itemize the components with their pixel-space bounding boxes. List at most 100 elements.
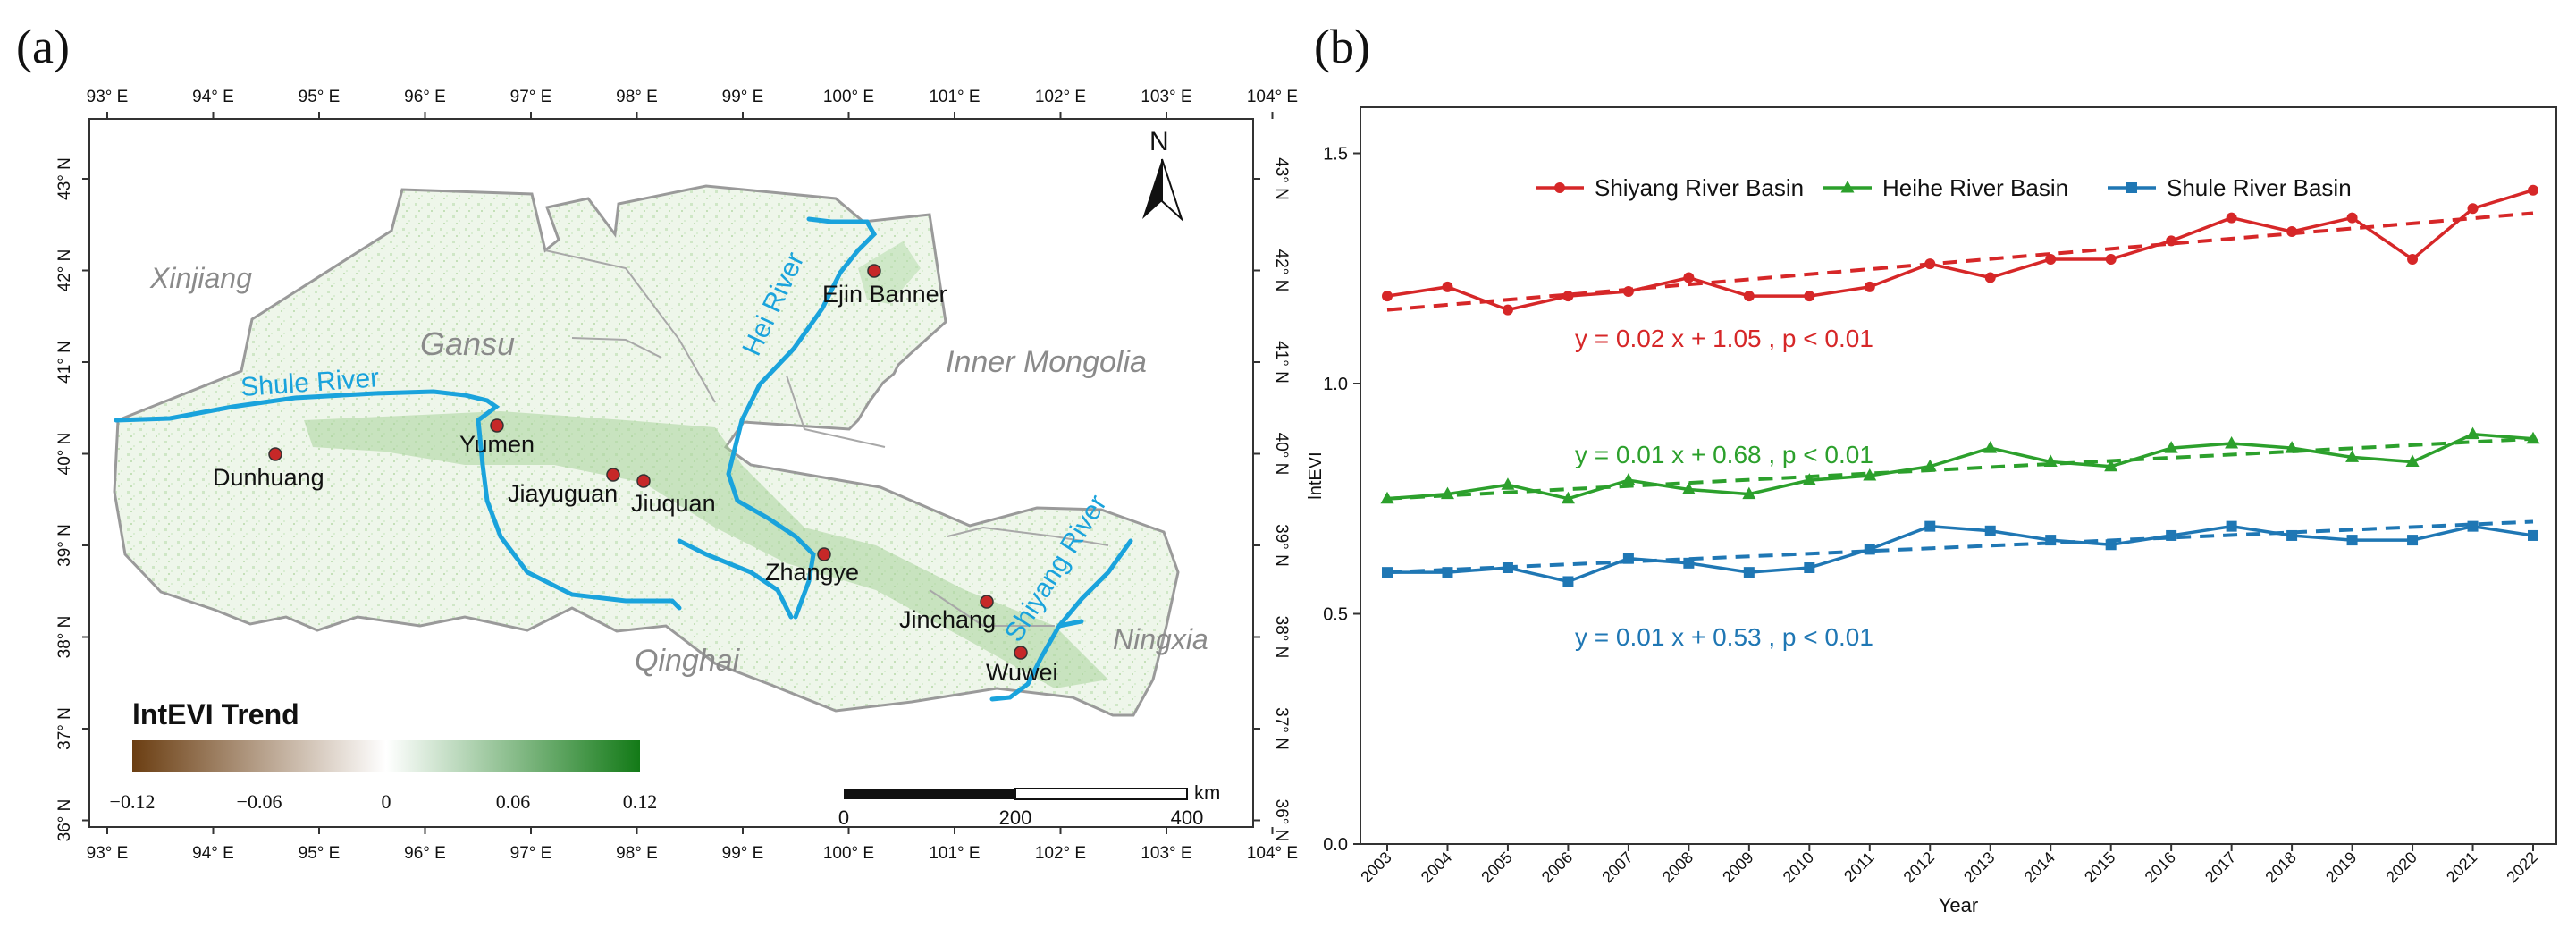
data-point	[1681, 482, 1696, 494]
scale-bar-tick-200: 200	[999, 806, 1032, 829]
panel-a-label: (a)	[16, 20, 70, 73]
x-axis-label: Year	[1939, 894, 1978, 916]
scale-bar-white	[1014, 788, 1188, 800]
data-point	[2467, 203, 2479, 215]
city-label-wuwei: Wuwei	[986, 659, 1058, 686]
region-label-gansu: Gansu	[420, 325, 515, 362]
legend-entry: Shiyang River Basin	[1595, 174, 1804, 201]
data-point	[1683, 557, 1695, 569]
city-marker	[636, 474, 651, 488]
lon-tick-label-top: 93° E	[87, 88, 129, 106]
legend-swatch-marker	[1554, 182, 1565, 193]
scale-bar-unit: km	[1194, 781, 1220, 804]
city-marker	[867, 264, 881, 278]
scale-bar-tick-0: 0	[838, 806, 849, 829]
x-tick-label: 2012	[1900, 848, 1938, 886]
lon-tick-label-top: 104° E	[1247, 88, 1298, 106]
series-triangle	[1380, 426, 2540, 504]
data-point	[2346, 212, 2358, 224]
y-tick-label: 0.5	[1323, 605, 1348, 625]
x-tick-label: 2006	[1538, 848, 1576, 886]
lon-tick-label-bottom: 102° E	[1035, 844, 1086, 863]
city-jinchang: Jinchang	[899, 595, 996, 633]
x-tick-label: 2007	[1598, 848, 1636, 886]
city-dunhuang: Dunhuang	[213, 447, 324, 491]
lon-tick-label-top: 94° E	[192, 88, 234, 106]
city-marker	[980, 595, 994, 609]
city-marker	[490, 418, 504, 433]
legend-tick-label: −0.12	[110, 790, 156, 813]
data-point	[1924, 520, 1936, 532]
data-point	[2226, 520, 2237, 532]
x-tick-label: 2016	[2142, 848, 2179, 886]
data-point	[1501, 477, 1515, 490]
legend-tick-label: 0.12	[623, 790, 658, 813]
x-tick-label: 2004	[1418, 848, 1455, 886]
city-jiuquan: Jiuquan	[631, 474, 716, 517]
data-point	[2407, 535, 2419, 546]
city-yumen: Yumen	[459, 418, 535, 458]
lon-tick-label-top: 95° E	[299, 88, 341, 106]
data-point	[1923, 459, 1937, 472]
legend-entry: Shule River Basin	[2167, 174, 2352, 201]
x-tick-label: 2019	[2322, 848, 2360, 886]
data-point	[2045, 535, 2057, 546]
legend-tick-group: −0.12 −0.06 0 0.06 0.12	[110, 790, 658, 813]
data-point	[2164, 441, 2178, 453]
data-point	[1683, 272, 1695, 283]
equation-layer: y = 0.02 x + 1.05 , p < 0.01 y = 0.01 x +…	[1575, 325, 1873, 651]
x-tick-label: 2018	[2261, 848, 2299, 886]
data-point	[2346, 535, 2358, 546]
x-tick-label: 2009	[1719, 848, 1756, 886]
data-point	[1442, 567, 1453, 578]
data-point	[1561, 491, 1575, 504]
series-line	[1386, 432, 2534, 501]
data-point	[2105, 253, 2117, 265]
lat-tick-label-right: 41° N	[1272, 341, 1291, 384]
chart-legend: Shiyang River Basin Heihe River Basin Shul…	[1536, 174, 2352, 201]
trend-line	[1386, 436, 2534, 501]
y-axis: 0.0 0.5 1.0 1.5	[1323, 145, 1360, 855]
series-square	[1382, 519, 2538, 587]
legend-swatch-marker	[2126, 182, 2137, 193]
data-point	[1984, 525, 1996, 536]
data-point	[1382, 291, 1393, 302]
y-axis-label: lntEVI	[1306, 452, 1326, 499]
data-point	[1864, 281, 1875, 292]
lat-tick-label-right: 40° N	[1272, 433, 1291, 476]
city-marker	[606, 468, 620, 482]
x-tick-label: 2003	[1357, 848, 1394, 886]
data-point	[2225, 435, 2239, 449]
data-point	[2526, 431, 2540, 444]
x-tick-label: 2005	[1477, 848, 1515, 886]
north-arrow: N	[1142, 127, 1184, 223]
lon-tick-label-top: 98° E	[616, 88, 658, 106]
data-point	[2466, 426, 2480, 440]
city-marker	[1014, 646, 1028, 660]
city-zhangye: Zhangye	[765, 547, 859, 586]
series-line	[1386, 189, 2534, 312]
lat-tick-label-right: 39° N	[1272, 524, 1291, 567]
lat-tick-label-left: 39° N	[55, 524, 74, 567]
lon-tick-label-bottom: 94° E	[192, 844, 234, 863]
data-point	[1622, 553, 1634, 564]
lon-tick-label-top: 97° E	[510, 88, 552, 106]
data-point	[1984, 272, 1996, 283]
lon-tick-label-bottom: 97° E	[510, 844, 552, 863]
lat-tick-label-right: 37° N	[1272, 707, 1291, 750]
data-point	[1804, 291, 1815, 302]
fit-equation: y = 0.01 x + 0.68 , p < 0.01	[1575, 441, 1873, 468]
region-label-xinjiang: Xinjiang	[149, 262, 252, 294]
city-label-jiuquan: Jiuquan	[631, 490, 716, 517]
region-label-qinghai: Qinghai	[635, 644, 741, 678]
data-point	[1802, 473, 1816, 485]
north-arrow-icon-right	[1161, 158, 1184, 223]
data-point	[1742, 486, 1756, 500]
data-point	[2286, 529, 2298, 541]
data-point	[1562, 576, 1574, 587]
trend-line	[1386, 519, 2534, 575]
x-tick-label: 2015	[2081, 848, 2118, 886]
legend-swatch-marker	[1840, 181, 1855, 193]
data-point	[1502, 304, 1513, 316]
hei-river	[677, 216, 878, 620]
